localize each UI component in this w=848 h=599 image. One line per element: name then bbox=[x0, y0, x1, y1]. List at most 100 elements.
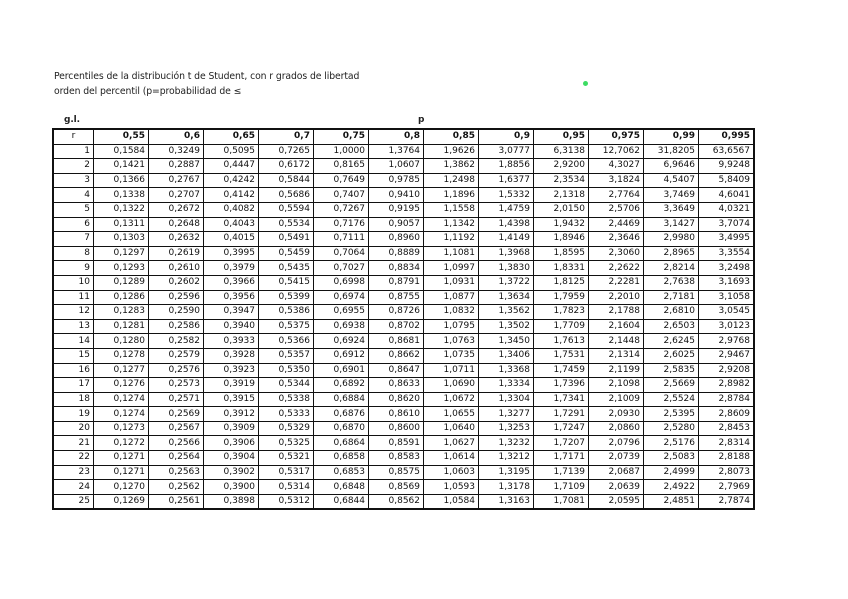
value-cell: 1,0655 bbox=[423, 406, 479, 422]
value-cell: 0,4242 bbox=[203, 172, 259, 189]
value-cell: 0,1271 bbox=[93, 450, 149, 466]
value-cell: 1,3163 bbox=[478, 493, 534, 510]
df-cell: 5 bbox=[52, 201, 94, 218]
value-cell: 0,2576 bbox=[148, 362, 204, 379]
value-cell: 1,7109 bbox=[533, 479, 589, 495]
value-cell: 0,3919 bbox=[203, 377, 259, 393]
value-cell: 0,3966 bbox=[203, 274, 259, 291]
value-cell: 1,8125 bbox=[533, 274, 589, 291]
value-cell: 2,0860 bbox=[588, 420, 644, 437]
value-cell: 0,2590 bbox=[148, 304, 204, 320]
value-cell: 2,6245 bbox=[643, 333, 699, 349]
value-cell: 0,6924 bbox=[313, 333, 369, 349]
value-cell: 1,0735 bbox=[423, 347, 479, 364]
value-cell: 12,7062 bbox=[588, 143, 644, 160]
value-cell: 0,1311 bbox=[93, 216, 149, 233]
value-cell: 4,3027 bbox=[588, 158, 644, 174]
value-cell: 1,0607 bbox=[368, 158, 424, 174]
df-cell: 12 bbox=[52, 304, 94, 320]
value-cell: 0,1273 bbox=[93, 420, 149, 437]
value-cell: 0,9410 bbox=[368, 187, 424, 203]
value-cell: 1,0672 bbox=[423, 391, 479, 408]
value-cell: 2,1009 bbox=[588, 391, 644, 408]
value-cell: 0,2632 bbox=[148, 231, 204, 247]
value-cell: 1,3450 bbox=[478, 333, 534, 349]
value-cell: 0,2648 bbox=[148, 216, 204, 233]
value-cell: 1,0997 bbox=[423, 260, 479, 276]
table-row: 17 0,1276 0,2573 0,3919 0,5344 0,6892 0,8633 1,… bbox=[52, 377, 755, 393]
value-cell: 0,2564 bbox=[148, 450, 204, 466]
value-cell: 0,5459 bbox=[258, 245, 314, 262]
value-cell: 0,7407 bbox=[313, 187, 369, 203]
value-cell: 3,7469 bbox=[643, 187, 699, 203]
table-row: 15 0,1278 0,2579 0,3928 0,5357 0,6912 0,8662 1,… bbox=[52, 347, 755, 364]
value-cell: 3,7074 bbox=[698, 216, 755, 233]
df-cell: 4 bbox=[52, 187, 94, 203]
df-cell: 20 bbox=[52, 420, 94, 437]
value-cell: 3,1693 bbox=[698, 274, 755, 291]
df-cell: 8 bbox=[52, 245, 94, 262]
value-cell: 2,6025 bbox=[643, 347, 699, 364]
gl-label: g.l. bbox=[64, 115, 80, 125]
value-cell: 0,7111 bbox=[313, 231, 369, 247]
value-cell: 2,5706 bbox=[588, 201, 644, 218]
value-cell: 2,7874 bbox=[698, 493, 755, 510]
value-cell: 0,2707 bbox=[148, 187, 204, 203]
value-cell: 0,8633 bbox=[368, 377, 424, 393]
df-cell: 16 bbox=[52, 362, 94, 379]
value-cell: 0,6998 bbox=[313, 274, 369, 291]
value-cell: 0,1297 bbox=[93, 245, 149, 262]
value-cell: 2,8214 bbox=[643, 260, 699, 276]
value-cell: 2,0930 bbox=[588, 406, 644, 422]
value-cell: 2,9200 bbox=[533, 158, 589, 174]
value-cell: 0,8726 bbox=[368, 304, 424, 320]
value-cell: 1,7823 bbox=[533, 304, 589, 320]
value-cell: 2,6810 bbox=[643, 304, 699, 320]
value-cell: 0,2610 bbox=[148, 260, 204, 276]
value-cell: 0,3906 bbox=[203, 435, 259, 452]
df-cell: 25 bbox=[52, 493, 94, 510]
value-cell: 1,8856 bbox=[478, 158, 534, 174]
value-cell: 1,2498 bbox=[423, 172, 479, 189]
table-row: 2 0,1421 0,2887 0,4447 0,6172 0,8165 1,0607 1,3… bbox=[52, 158, 755, 174]
value-cell: 0,8562 bbox=[368, 493, 424, 510]
value-cell: 0,1421 bbox=[93, 158, 149, 174]
value-cell: 3,1058 bbox=[698, 289, 755, 306]
table-row: 9 0,1293 0,2610 0,3979 0,5435 0,7027 0,8834 1,0… bbox=[52, 260, 755, 276]
value-cell: 1,7531 bbox=[533, 347, 589, 364]
value-cell: 0,4043 bbox=[203, 216, 259, 233]
p-header: 0,7 bbox=[258, 128, 314, 145]
table-row: 4 0,1338 0,2707 0,4142 0,5686 0,7407 0,9410 1,1… bbox=[52, 187, 755, 203]
value-cell: 2,7764 bbox=[588, 187, 644, 203]
value-cell: 0,3940 bbox=[203, 318, 259, 335]
value-cell: 0,9785 bbox=[368, 172, 424, 189]
value-cell: 2,9980 bbox=[643, 231, 699, 247]
value-cell: 2,1448 bbox=[588, 333, 644, 349]
value-cell: 1,7171 bbox=[533, 450, 589, 466]
value-cell: 0,3900 bbox=[203, 479, 259, 495]
value-cell: 2,2010 bbox=[588, 289, 644, 306]
value-cell: 0,8791 bbox=[368, 274, 424, 291]
header-row: r 0,55 0,6 0,65 0,7 0,75 0,8 0,85 0,9 0,95 0,975 0… bbox=[52, 128, 755, 145]
table-row: 22 0,1271 0,2564 0,3904 0,5321 0,6858 0,8583 1,… bbox=[52, 450, 755, 466]
value-cell: 0,1289 bbox=[93, 274, 149, 291]
value-cell: 0,1286 bbox=[93, 289, 149, 306]
value-cell: 1,7613 bbox=[533, 333, 589, 349]
value-cell: 0,5338 bbox=[258, 391, 314, 408]
value-cell: 0,5321 bbox=[258, 450, 314, 466]
df-cell: 13 bbox=[52, 318, 94, 335]
df-cell: 18 bbox=[52, 391, 94, 408]
p-header: 0,8 bbox=[368, 128, 424, 145]
value-cell: 2,1788 bbox=[588, 304, 644, 320]
value-cell: 0,8647 bbox=[368, 362, 424, 379]
value-cell: 1,3968 bbox=[478, 245, 534, 262]
value-cell: 1,3195 bbox=[478, 464, 534, 481]
p-header: 0,6 bbox=[148, 128, 204, 145]
value-cell: 2,5083 bbox=[643, 450, 699, 466]
value-cell: 0,7176 bbox=[313, 216, 369, 233]
value-cell: 1,3178 bbox=[478, 479, 534, 495]
value-cell: 1,4398 bbox=[478, 216, 534, 233]
table-row: 11 0,1286 0,2596 0,3956 0,5399 0,6974 0,8755 1,… bbox=[52, 289, 755, 306]
value-cell: 1,0795 bbox=[423, 318, 479, 335]
p-header: 0,9 bbox=[478, 128, 534, 145]
